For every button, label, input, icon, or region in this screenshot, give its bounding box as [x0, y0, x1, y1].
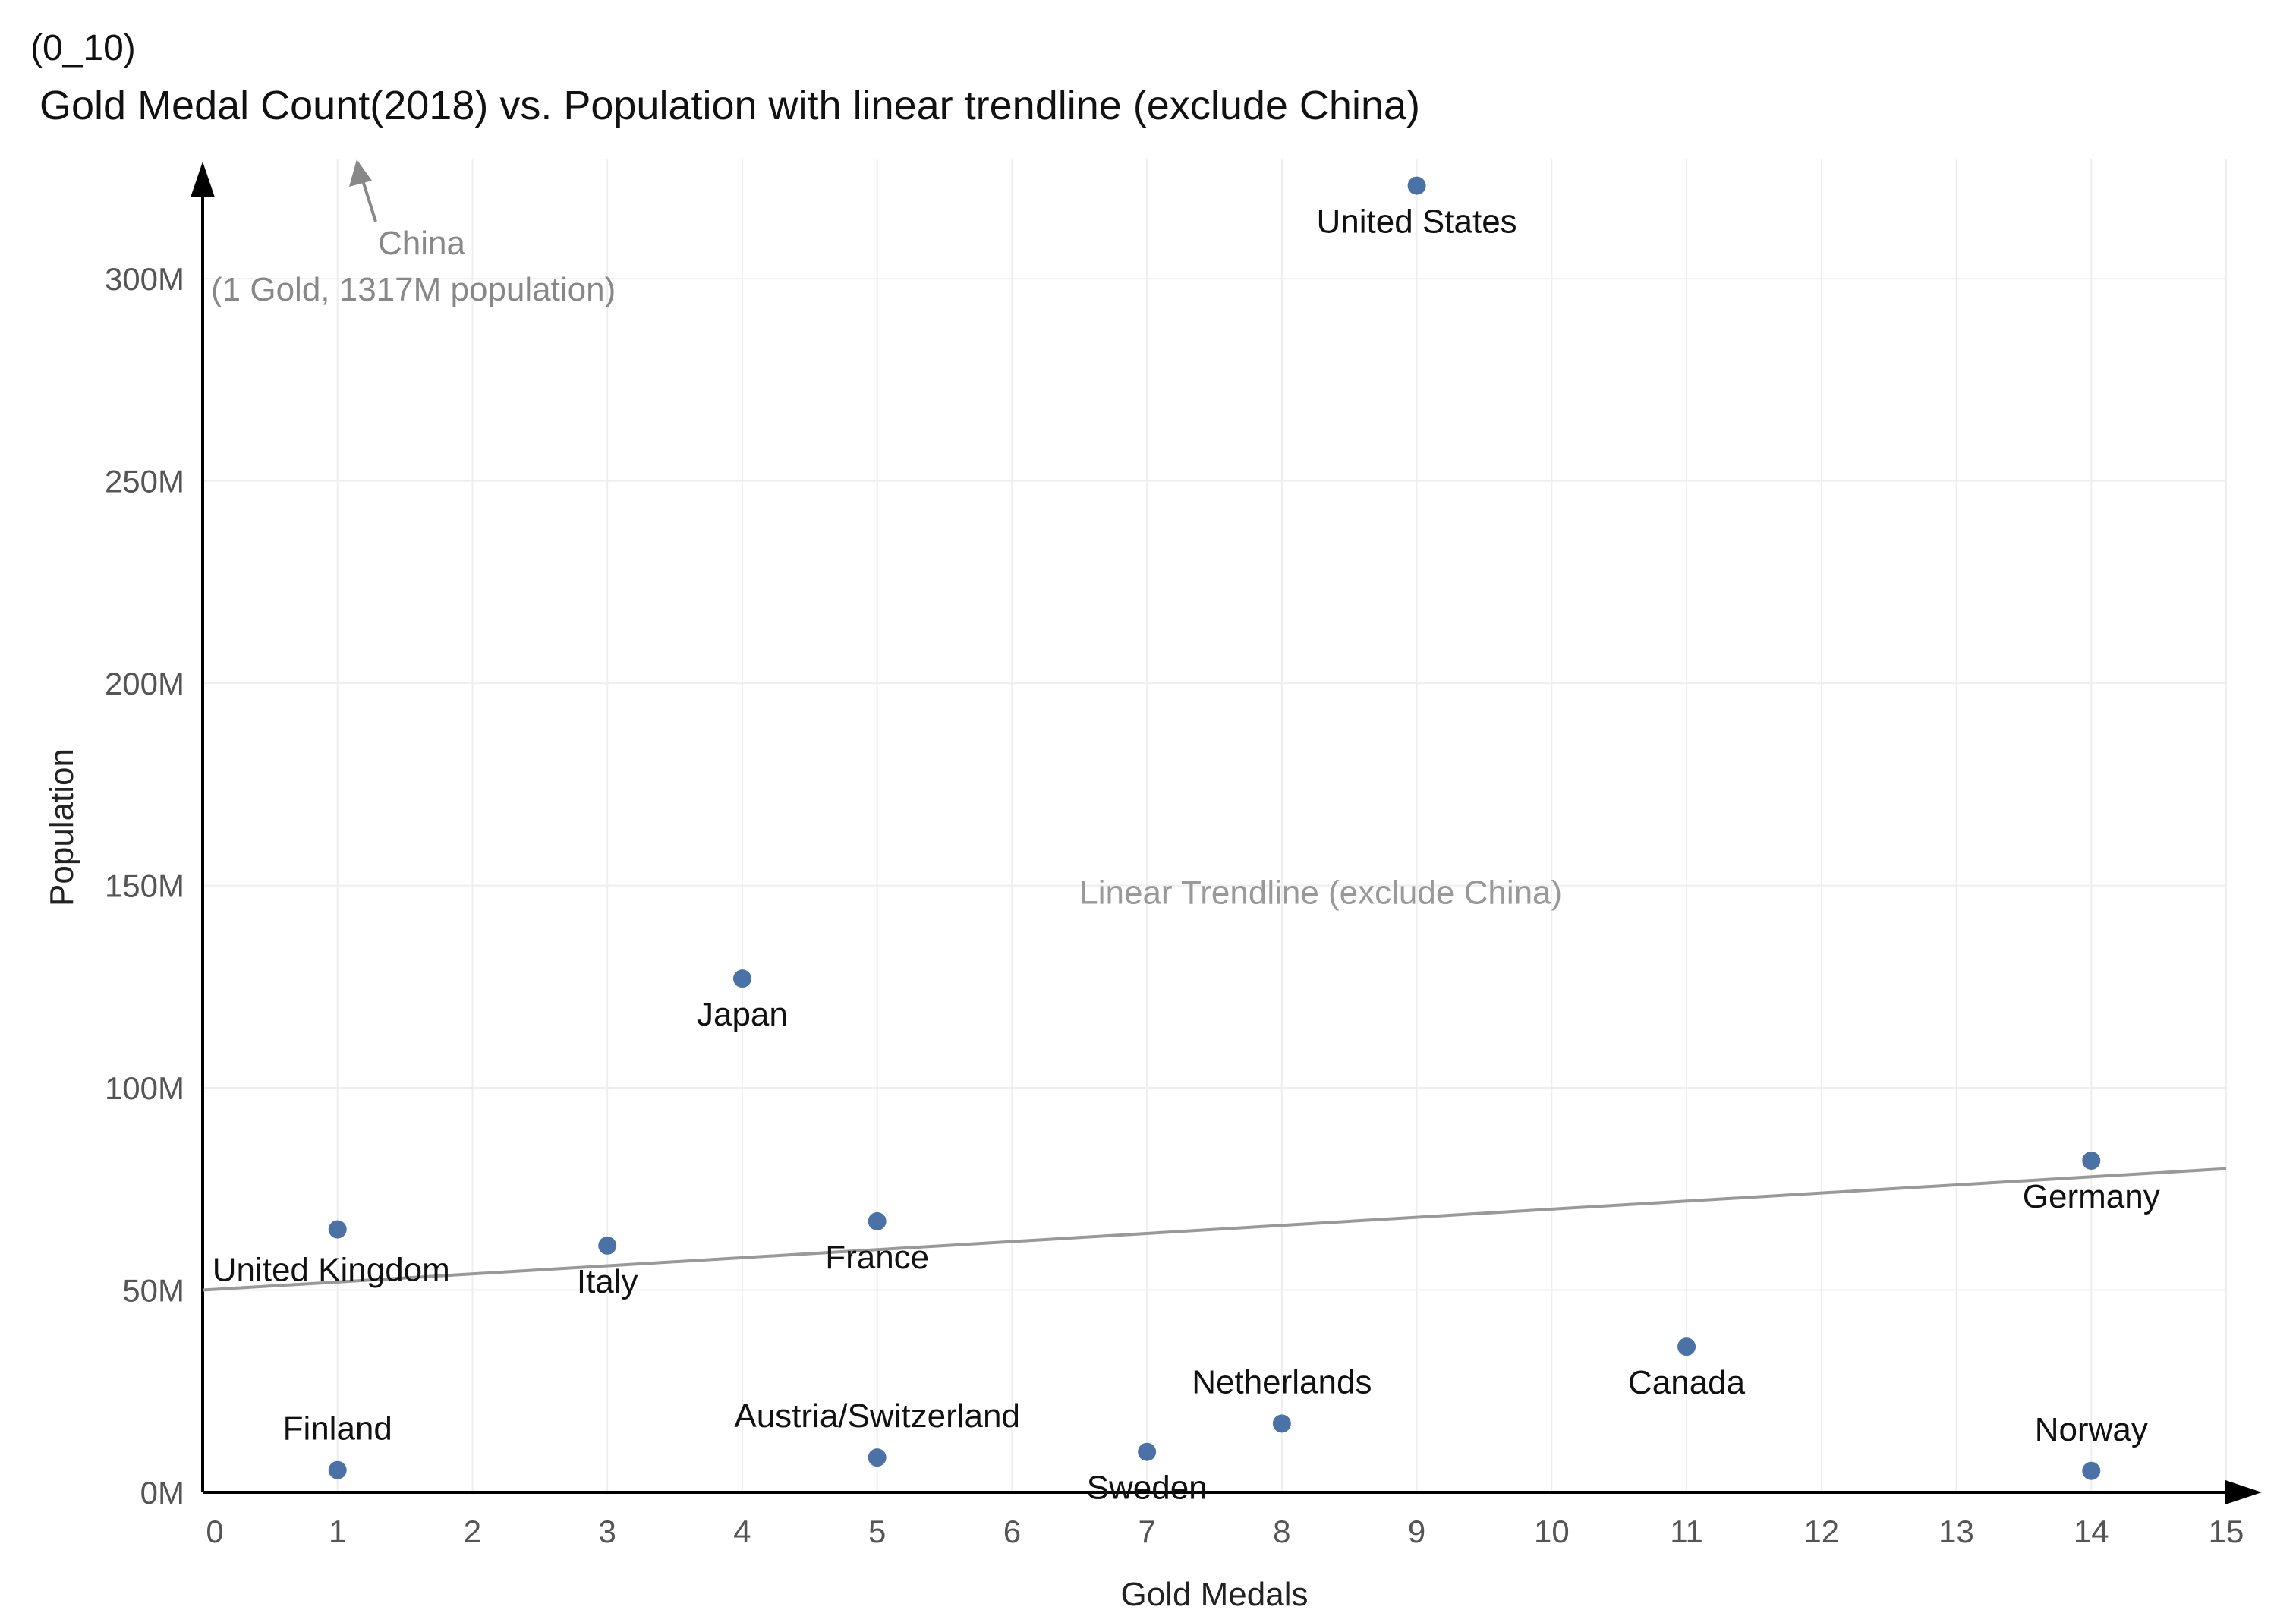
- x-tick-label: 3: [599, 1514, 616, 1549]
- axis-layer: 0 1 2 3 4 5 6 7 8 9 10 11 12 13 14 150M50M100M150M200M2…: [43, 162, 2262, 1610]
- y-tick-label: 100M: [105, 1070, 184, 1106]
- y-tick-label: 250M: [105, 464, 184, 499]
- x-tick-label: 13: [1939, 1514, 1974, 1549]
- y-tick-label: 150M: [105, 868, 184, 904]
- point-label-netherlands: Netherlands: [1192, 1363, 1372, 1400]
- x-tick-label: 9: [1408, 1514, 1425, 1549]
- point-netherlands: [1272, 1414, 1291, 1433]
- y-tick-label: 200M: [105, 666, 184, 701]
- point-label-norway: Norway: [2035, 1411, 2148, 1448]
- chart-title: Gold Medal Count(2018) vs. Population wi…: [39, 83, 1420, 128]
- y-tick-label: 50M: [122, 1273, 184, 1309]
- point-italy: [598, 1236, 617, 1255]
- china-annotation-arrowhead: [349, 159, 372, 187]
- point-finland: [328, 1460, 347, 1479]
- annotation-layer: China (1 Gold, 1317M population): [211, 159, 616, 308]
- points-layer: United States Japan Germany United Kingdom F…: [213, 176, 2160, 1507]
- point-label-italy: Italy: [577, 1263, 638, 1300]
- y-tick-label: 0M: [140, 1475, 184, 1511]
- x-tick-label: 11: [1670, 1514, 1703, 1549]
- y-tick-label: 300M: [105, 261, 184, 297]
- point-label-austria-switzerland: Austria/Switzerland: [734, 1397, 1020, 1435]
- point-canada: [1677, 1337, 1696, 1356]
- x-tick-label: 10: [1534, 1514, 1570, 1549]
- x-tick-label: 2: [464, 1514, 481, 1549]
- trendline: [202, 1167, 2227, 1292]
- point-label-sweden: Sweden: [1087, 1470, 1208, 1507]
- point-label-united-kingdom: United Kingdom: [213, 1252, 450, 1289]
- grid-layer: [203, 159, 2227, 1492]
- point-austria-switzerland: [868, 1448, 887, 1467]
- x-axis-title: Gold Medals: [1120, 1576, 1308, 1610]
- china-annotation-detail: (1 Gold, 1317M population): [211, 271, 616, 308]
- x-tick-label: 12: [1803, 1514, 1839, 1549]
- point-germany: [2082, 1151, 2101, 1170]
- point-label-japan: Japan: [697, 996, 788, 1033]
- x-tick-label: 7: [1138, 1514, 1155, 1549]
- point-japan: [732, 969, 751, 988]
- y-axis-title: Population: [43, 748, 80, 906]
- point-united-kingdom: [328, 1220, 347, 1239]
- x-tick-label: 0: [206, 1514, 223, 1549]
- trendline-layer: Linear Trendline (exclude China): [202, 874, 2227, 1292]
- point-norway: [2082, 1461, 2101, 1480]
- china-annotation-arrow: [361, 180, 377, 222]
- y-axis-arrowhead: [191, 162, 215, 197]
- trendline-label: Linear Trendline (exclude China): [1079, 874, 1562, 912]
- x-tick-label: 8: [1273, 1514, 1290, 1549]
- point-france: [868, 1211, 887, 1230]
- china-annotation-name: China: [378, 225, 465, 262]
- x-tick-label: 6: [1003, 1514, 1021, 1549]
- x-axis-arrowhead: [2225, 1480, 2262, 1504]
- x-tick-label: 15: [2209, 1514, 2244, 1549]
- x-tick-label: 14: [2074, 1514, 2109, 1549]
- point-label-united-states: United States: [1317, 203, 1517, 241]
- x-tick-label: 4: [733, 1514, 751, 1549]
- point-label-finland: Finland: [283, 1410, 392, 1448]
- x-tick-label: 1: [329, 1514, 346, 1549]
- point-label-canada: Canada: [1628, 1364, 1746, 1401]
- point-label-france: France: [825, 1239, 929, 1276]
- x-tick-label: 5: [868, 1514, 886, 1549]
- point-label-germany: Germany: [2023, 1178, 2160, 1215]
- point-united-states: [1407, 176, 1426, 195]
- figure-label: (0_10): [30, 28, 136, 68]
- point-sweden: [1138, 1442, 1157, 1461]
